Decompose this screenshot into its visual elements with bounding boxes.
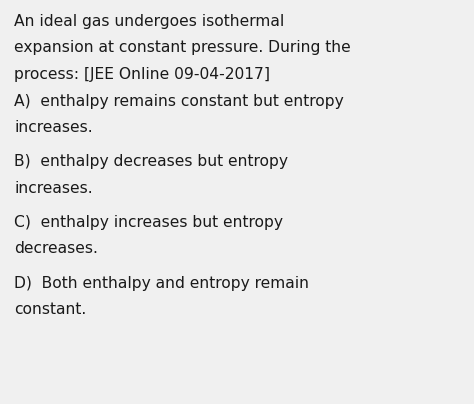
Text: increases.: increases.: [14, 120, 93, 135]
Text: A)  enthalpy remains constant but entropy: A) enthalpy remains constant but entropy: [14, 94, 344, 109]
Text: increases.: increases.: [14, 181, 93, 196]
Text: An ideal gas undergoes isothermal: An ideal gas undergoes isothermal: [14, 14, 284, 29]
Text: B)  enthalpy decreases but entropy: B) enthalpy decreases but entropy: [14, 154, 288, 169]
Text: C)  enthalpy increases but entropy: C) enthalpy increases but entropy: [14, 215, 283, 230]
Text: process: [JEE Online 09-04-2017]: process: [JEE Online 09-04-2017]: [14, 67, 270, 82]
Text: decreases.: decreases.: [14, 241, 98, 256]
Text: constant.: constant.: [14, 302, 86, 317]
Text: D)  Both enthalpy and entropy remain: D) Both enthalpy and entropy remain: [14, 276, 309, 290]
Text: expansion at constant pressure. During the: expansion at constant pressure. During t…: [14, 40, 351, 55]
